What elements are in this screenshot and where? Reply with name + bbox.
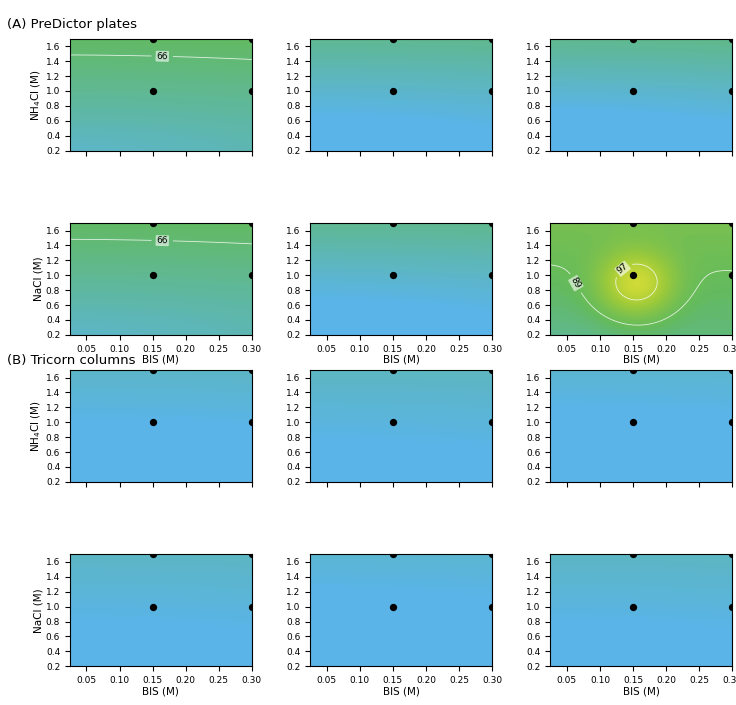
Y-axis label: NaCl (M): NaCl (M) [33,588,43,632]
Point [387,417,399,428]
Point [146,269,158,281]
Point [246,33,258,44]
Point [627,269,639,281]
Point [486,417,498,428]
X-axis label: BIS (M): BIS (M) [623,687,659,697]
Point [246,85,258,97]
Point [387,269,399,281]
Text: pH = 6.75: pH = 6.75 [609,377,674,391]
Point [387,218,399,229]
Point [146,601,158,612]
Point [246,601,258,612]
Point [726,549,736,560]
Point [146,218,158,229]
Point [627,218,639,229]
Point [146,417,158,428]
Point [627,601,639,612]
X-axis label: BIS (M): BIS (M) [383,355,420,365]
Point [726,218,736,229]
X-axis label: BIS (M): BIS (M) [143,687,180,697]
Point [146,85,158,97]
Point [486,218,498,229]
Text: 97: 97 [615,262,630,276]
Point [387,33,399,44]
X-axis label: BIS (M): BIS (M) [383,687,420,697]
Point [627,549,639,560]
X-axis label: BIS (M): BIS (M) [143,355,180,365]
Point [246,269,258,281]
Point [246,549,258,560]
Y-axis label: NH$_4$Cl (M): NH$_4$Cl (M) [29,69,43,121]
Point [726,85,736,97]
Point [726,364,736,376]
Point [387,601,399,612]
Text: (A) PreDictor plates: (A) PreDictor plates [7,18,138,30]
Point [387,85,399,97]
Point [387,549,399,560]
Point [726,33,736,44]
Point [486,549,498,560]
Point [486,364,498,376]
Point [246,417,258,428]
Point [486,85,498,97]
Text: 66: 66 [157,236,168,245]
Y-axis label: NH$_4$Cl (M): NH$_4$Cl (M) [29,400,43,452]
Point [486,269,498,281]
Point [246,364,258,376]
Point [146,33,158,44]
Text: 66: 66 [157,51,168,61]
Point [486,33,498,44]
Point [726,417,736,428]
Point [627,85,639,97]
Point [246,218,258,229]
Point [387,364,399,376]
Text: (B) Tricorn columns: (B) Tricorn columns [7,354,136,367]
Point [627,417,639,428]
Point [146,364,158,376]
Point [726,601,736,612]
Point [726,269,736,281]
Text: pH = 6.25: pH = 6.25 [368,377,434,391]
Text: pH = 5.75: pH = 5.75 [128,377,194,391]
Text: 89: 89 [569,276,583,290]
Point [627,33,639,44]
X-axis label: BIS (M): BIS (M) [623,355,659,365]
Point [146,549,158,560]
Y-axis label: NaCl (M): NaCl (M) [33,257,43,301]
Point [627,364,639,376]
Point [486,601,498,612]
